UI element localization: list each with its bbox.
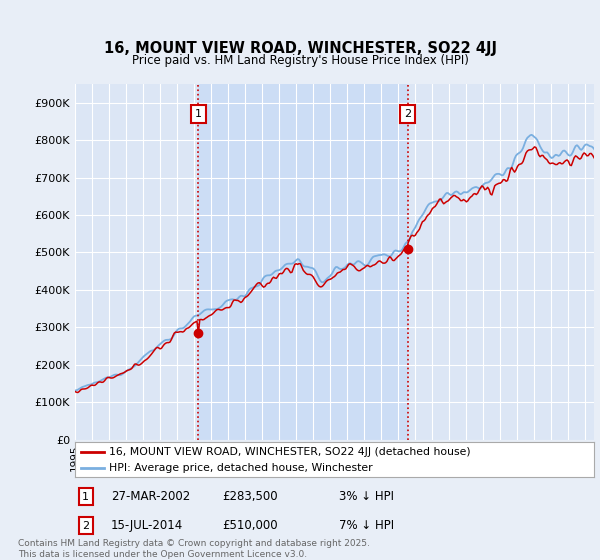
Text: 7% ↓ HPI: 7% ↓ HPI [339,519,394,533]
Text: £510,000: £510,000 [222,519,278,533]
Text: 1: 1 [194,109,202,119]
Text: 1: 1 [82,492,89,502]
Text: 15-JUL-2014: 15-JUL-2014 [111,519,183,533]
Text: 2: 2 [404,109,411,119]
Text: 2: 2 [82,521,89,531]
Text: HPI: Average price, detached house, Winchester: HPI: Average price, detached house, Winc… [109,463,373,473]
Text: £283,500: £283,500 [222,490,278,503]
Text: Contains HM Land Registry data © Crown copyright and database right 2025.
This d: Contains HM Land Registry data © Crown c… [18,539,370,559]
Text: Price paid vs. HM Land Registry's House Price Index (HPI): Price paid vs. HM Land Registry's House … [131,54,469,67]
Text: 16, MOUNT VIEW ROAD, WINCHESTER, SO22 4JJ (detached house): 16, MOUNT VIEW ROAD, WINCHESTER, SO22 4J… [109,447,470,457]
Bar [198,84,407,440]
Text: 27-MAR-2002: 27-MAR-2002 [111,490,190,503]
Text: 3% ↓ HPI: 3% ↓ HPI [339,490,394,503]
Text: 16, MOUNT VIEW ROAD, WINCHESTER, SO22 4JJ: 16, MOUNT VIEW ROAD, WINCHESTER, SO22 4J… [104,41,497,56]
